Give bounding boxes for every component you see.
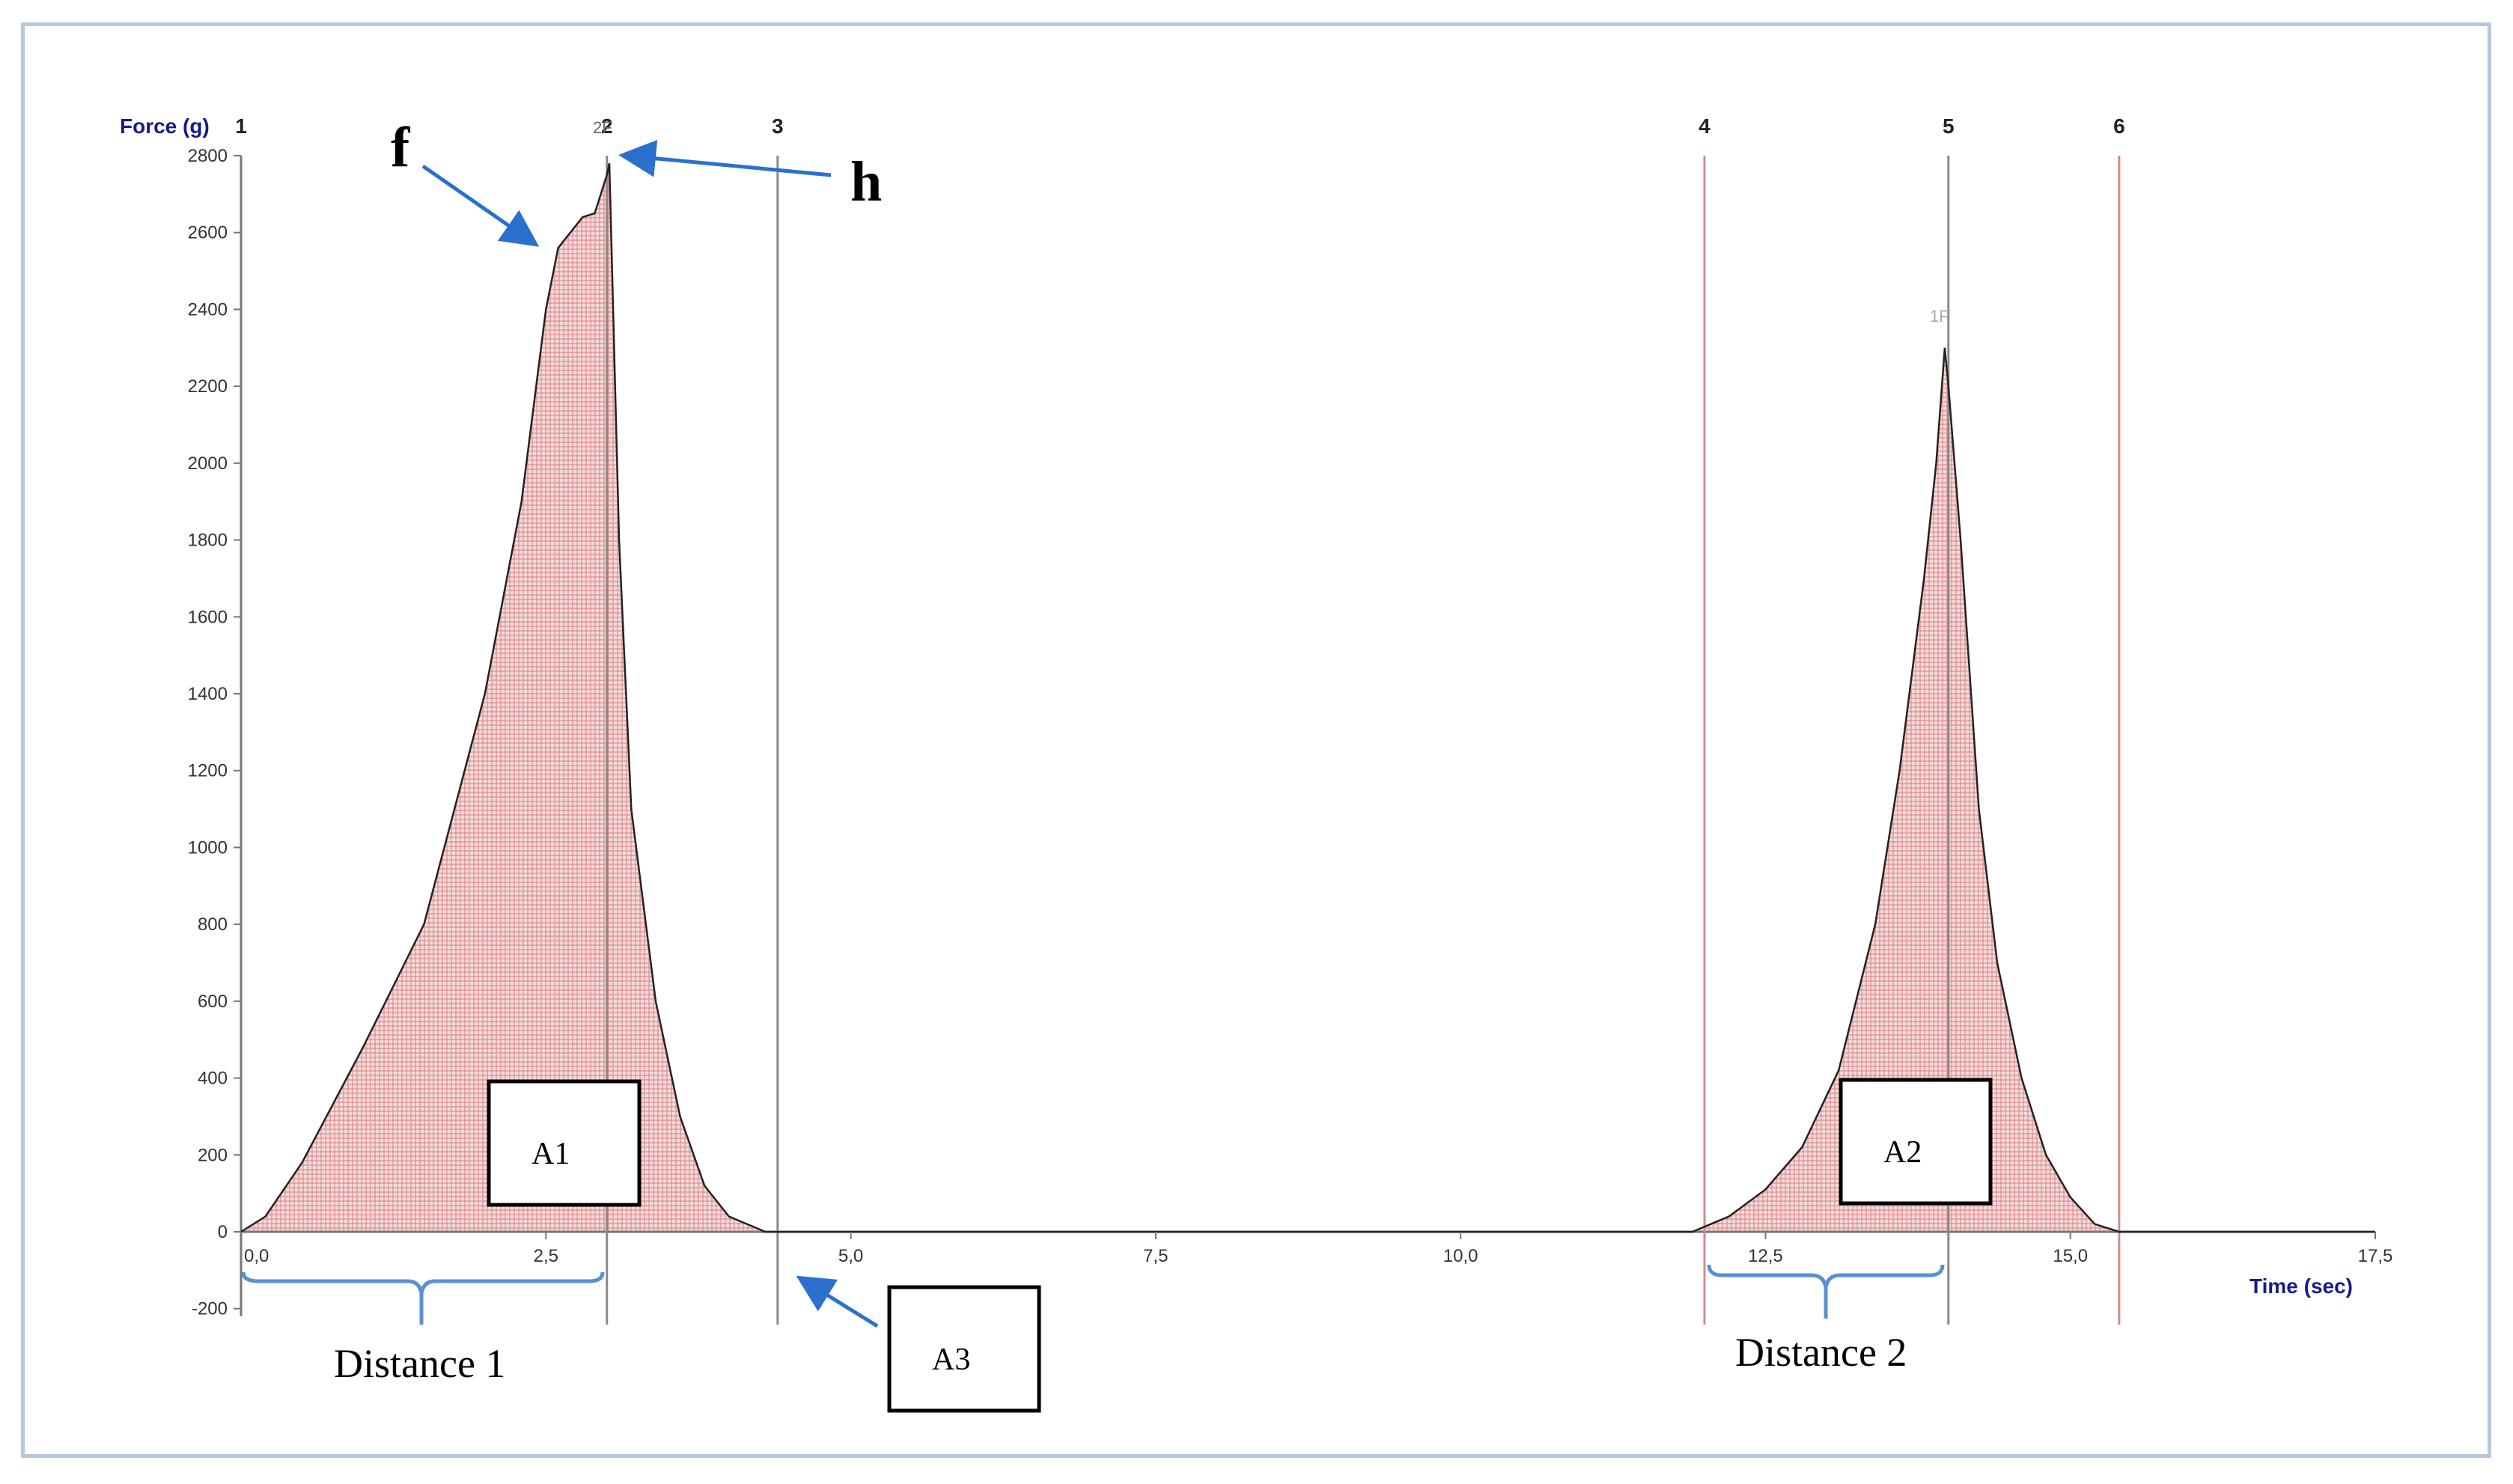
x-tick-label: 7,5 <box>1143 1246 1168 1266</box>
x-tick-label: 12,5 <box>1748 1246 1783 1266</box>
x-tick-label: 10,0 <box>1443 1246 1478 1266</box>
label-a1: A1 <box>531 1137 570 1171</box>
y-tick-label: 1600 <box>188 607 228 627</box>
marker-label-5: 5 <box>1943 114 1955 138</box>
marker-label-6: 6 <box>2113 114 2125 138</box>
x-axis-title: Time (sec) <box>2249 1274 2353 1298</box>
box-a3 <box>887 1285 1041 1413</box>
y-tick-label: 2200 <box>188 376 228 397</box>
marker-label-4: 4 <box>1699 114 1711 138</box>
marker-label-1: 1 <box>235 114 247 138</box>
x-tick-label: 17,5 <box>2358 1246 2393 1266</box>
area-fill <box>241 163 2375 1232</box>
box-a2 <box>1839 1078 1993 1206</box>
tick-layer: 2800260024002200200018001600140012001000… <box>188 146 2393 1319</box>
annotation-h: h <box>850 150 882 213</box>
peak-label-2: 2F <box>593 118 612 137</box>
x-tick-label: 5,0 <box>838 1246 863 1266</box>
curve-layer <box>240 163 2375 1233</box>
y-tick-label: 800 <box>198 914 228 935</box>
force-curve <box>240 163 2375 1233</box>
y-axis-title: Force (g) <box>120 114 210 138</box>
y-tick-label: 2000 <box>188 454 228 474</box>
annotation-f: f <box>391 116 411 179</box>
y-tick-label: 0 <box>218 1222 228 1242</box>
marker-label-3: 3 <box>772 114 784 138</box>
x-tick-label: 2,5 <box>534 1246 558 1266</box>
arrow-h <box>618 139 832 177</box>
peak-label-5: 1F <box>1930 307 1949 326</box>
brace-distance-2 <box>1707 1264 1945 1288</box>
label-distance-2: Distance 2 <box>1735 1330 1907 1375</box>
arrow-f <box>421 164 540 247</box>
brace-distance-1 <box>241 1271 605 1294</box>
label-distance-1: Distance 1 <box>334 1341 505 1386</box>
y-tick-label: 2800 <box>188 146 228 166</box>
y-tick-label: 2600 <box>188 223 228 243</box>
arrow-a3 <box>796 1275 879 1328</box>
y-tick-label: 1200 <box>188 761 228 781</box>
y-tick-label: 1400 <box>188 684 228 704</box>
x-tick-label: 0,0 <box>244 1246 269 1266</box>
box-a1 <box>487 1079 642 1207</box>
y-tick-label: 1800 <box>188 531 228 551</box>
y-tick-label: 600 <box>198 992 228 1012</box>
marker-label-2: 2 <box>601 114 613 138</box>
y-tick-label: 400 <box>198 1069 228 1089</box>
label-a2: A2 <box>1883 1135 1922 1170</box>
figure-frame <box>21 22 2491 1458</box>
area-layer <box>241 163 2375 1232</box>
label-a3: A3 <box>932 1343 970 1377</box>
y-tick-label: 2400 <box>188 299 228 320</box>
y-tick-label: -200 <box>192 1299 228 1319</box>
y-tick-label: 1000 <box>188 837 228 858</box>
x-tick-label: 15,0 <box>2053 1246 2088 1266</box>
y-tick-label: 200 <box>198 1145 228 1165</box>
